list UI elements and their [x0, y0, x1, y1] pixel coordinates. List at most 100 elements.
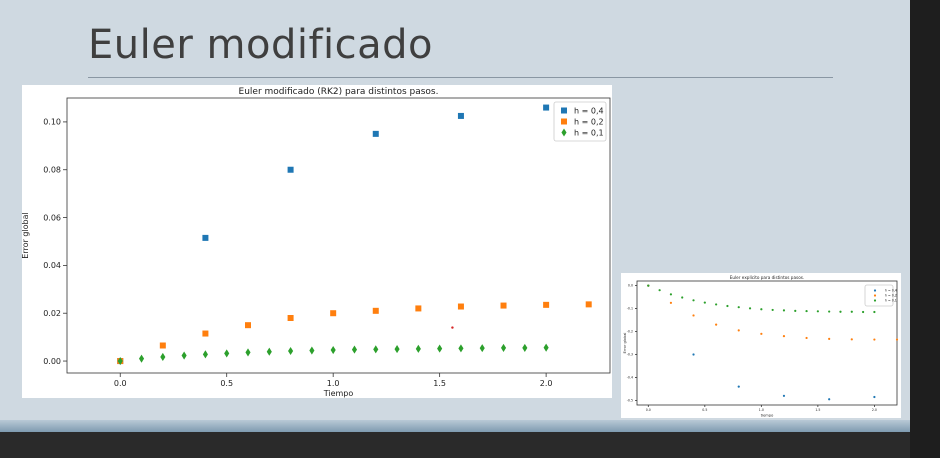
y-tick-label: 0.10: [43, 118, 61, 127]
legend-label: h = 0,1: [885, 299, 897, 303]
y-tick-label: 0.0: [628, 284, 633, 288]
legend-label: h = 0,1: [574, 128, 604, 137]
data-point: [202, 330, 209, 337]
thumbnail-scatter-chart: Euler explícito para distintos pasos. 0.0…: [623, 275, 899, 417]
y-tick-label: 0.08: [43, 166, 61, 175]
data-point: [457, 303, 464, 310]
data-point: [415, 305, 422, 312]
data-point: [760, 308, 763, 311]
x-axis-label: tiempo: [761, 413, 774, 417]
data-point: [181, 351, 187, 360]
x-tick-label: 2.0: [872, 408, 877, 412]
data-point: [373, 345, 379, 354]
legend-label: h = 0,2: [885, 294, 897, 298]
y-axis-label: Error global: [22, 212, 30, 258]
data-point: [839, 310, 842, 313]
y-tick-label: -0.5: [627, 399, 633, 403]
x-tick-label: 0.5: [220, 379, 233, 388]
data-point: [309, 346, 315, 355]
chart-legend: h = 0,4h = 0,2h = 0,1: [864, 284, 897, 307]
x-tick-label: 0.0: [114, 379, 127, 388]
y-tick-label: 0.04: [43, 261, 61, 270]
data-point: [159, 342, 166, 349]
data-point: [479, 344, 485, 353]
main-scatter-chart: Euler modificado (RK2) para distintos pa…: [21, 87, 611, 398]
data-point: [873, 395, 876, 399]
data-point: [330, 310, 337, 317]
data-point: [828, 398, 831, 401]
data-point: [715, 303, 718, 306]
slide-title: Euler modificado: [88, 22, 434, 68]
data-point: [160, 352, 166, 362]
legend-marker: [561, 107, 567, 114]
legend-marker: [873, 299, 877, 302]
data-point: [500, 302, 507, 309]
x-tick-label: 0.0: [646, 408, 651, 412]
plot-frame: [66, 97, 611, 374]
x-axis-label: Tiempo: [323, 389, 354, 398]
series-1-points: [117, 104, 550, 365]
title-divider: [88, 77, 833, 78]
data-point: [543, 104, 550, 111]
data-point: [828, 337, 831, 340]
data-point: [266, 347, 272, 356]
chart-legend: h = 0,4 h = 0,2 h = 0,1: [553, 101, 607, 142]
legend-marker: [873, 294, 877, 297]
legend-marker: [561, 118, 567, 125]
data-point: [330, 345, 336, 355]
data-point: [692, 353, 695, 356]
y-tick-label: 0.00: [43, 357, 61, 366]
data-point: [457, 112, 464, 119]
data-point: [138, 354, 145, 363]
footer-band: [0, 420, 910, 432]
data-point: [828, 310, 831, 313]
data-point: [737, 385, 740, 388]
data-point: [771, 308, 774, 312]
x-tick-label: 1.5: [433, 379, 446, 388]
chart-title: Euler explícito para distintos pasos.: [730, 275, 805, 280]
legend-box: [864, 284, 894, 307]
data-point: [794, 309, 797, 312]
data-point: [805, 309, 808, 313]
main-chart-panel: Euler modificado (RK2) para distintos pa…: [21, 85, 612, 398]
legend-label: h = 0,4: [574, 106, 604, 115]
data-point: [737, 329, 740, 332]
data-point: [873, 338, 876, 341]
chart-title: Euler modificado (RK2) para distintos pa…: [239, 87, 439, 97]
y-tick-label: -0.1: [627, 307, 633, 311]
data-point: [351, 345, 358, 354]
data-point: [748, 307, 752, 310]
data-point: [287, 315, 294, 321]
data-point: [782, 394, 786, 397]
data-point: [782, 335, 786, 338]
data-point: [202, 350, 208, 359]
data-point: [669, 301, 673, 304]
data-point: [224, 349, 230, 358]
data-point: [850, 338, 853, 341]
thumbnail-chart-panel[interactable]: Euler explícito para distintos pasos. 0.0…: [621, 273, 901, 418]
data-point: [658, 289, 661, 292]
footer-bar: [0, 432, 910, 458]
legend-label: h = 0,2: [574, 117, 604, 126]
y-tick-label: -0.3: [627, 353, 633, 357]
data-point: [692, 314, 695, 317]
data-point: [647, 284, 650, 287]
data-point: [782, 309, 786, 312]
data-point: [726, 304, 729, 308]
data-point: [394, 345, 400, 354]
series-3-points: [647, 284, 876, 314]
legend-label: h = 0,4: [885, 289, 897, 293]
data-point: [415, 344, 421, 353]
y-tick-label: 0.02: [43, 309, 61, 318]
plot-frame: [636, 280, 898, 406]
data-point: [861, 310, 865, 314]
data-point: [437, 344, 443, 353]
data-point: [288, 346, 294, 356]
data-point: [760, 332, 763, 335]
data-point: [458, 344, 464, 353]
data-point: [895, 338, 899, 341]
x-tick-label: 1.5: [815, 408, 820, 412]
data-point: [715, 323, 718, 326]
data-point: [543, 343, 549, 352]
data-point: [585, 301, 592, 308]
